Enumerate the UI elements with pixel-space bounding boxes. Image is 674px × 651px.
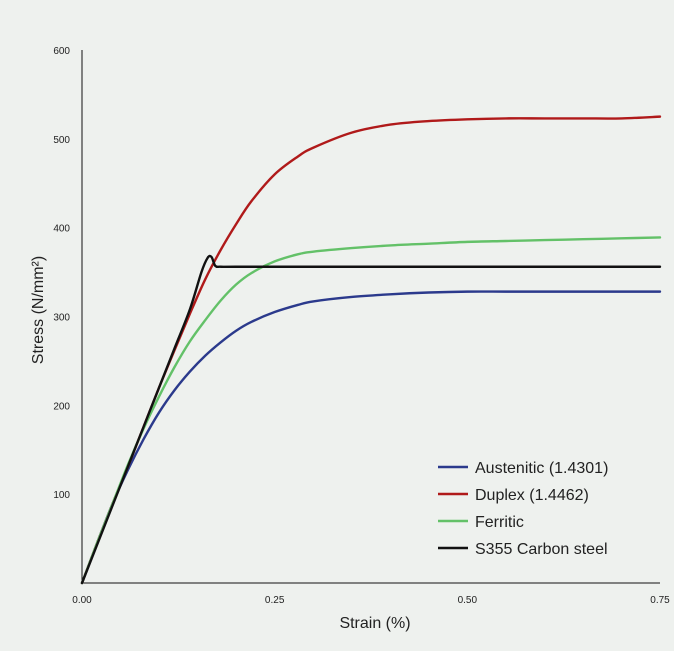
y-tick-label: 100	[53, 490, 70, 501]
legend-label: S355 Carbon steel	[475, 541, 608, 558]
tick-labels: 0.00 0.25 0.50 0.75 100 200 300 400 500 600	[53, 46, 670, 606]
x-tick-label: 0.50	[458, 595, 478, 606]
y-tick-label: 200	[53, 401, 70, 412]
y-tick-label: 600	[53, 46, 70, 57]
legend: Austenitic (1.4301) Duplex (1.4462) Ferrit…	[438, 460, 608, 558]
x-tick-label: 0.00	[72, 595, 92, 606]
x-tick-label: 0.75	[650, 595, 670, 606]
series-line-s355-carbon-steel	[80, 254, 662, 585]
series-line-austenitic-1-4301	[80, 290, 662, 585]
series-lines	[80, 115, 662, 585]
y-tick-label: 500	[53, 135, 70, 146]
axes	[81, 50, 660, 584]
y-axis-title: Stress (N/mm²)	[30, 256, 47, 364]
legend-label: Ferritic	[475, 514, 524, 531]
legend-label: Duplex (1.4462)	[475, 487, 589, 504]
legend-label: Austenitic (1.4301)	[475, 460, 608, 477]
y-tick-label: 400	[53, 224, 70, 235]
y-tick-label: 300	[53, 313, 70, 324]
x-tick-label: 0.25	[265, 595, 285, 606]
x-axis-title: Strain (%)	[339, 615, 410, 632]
